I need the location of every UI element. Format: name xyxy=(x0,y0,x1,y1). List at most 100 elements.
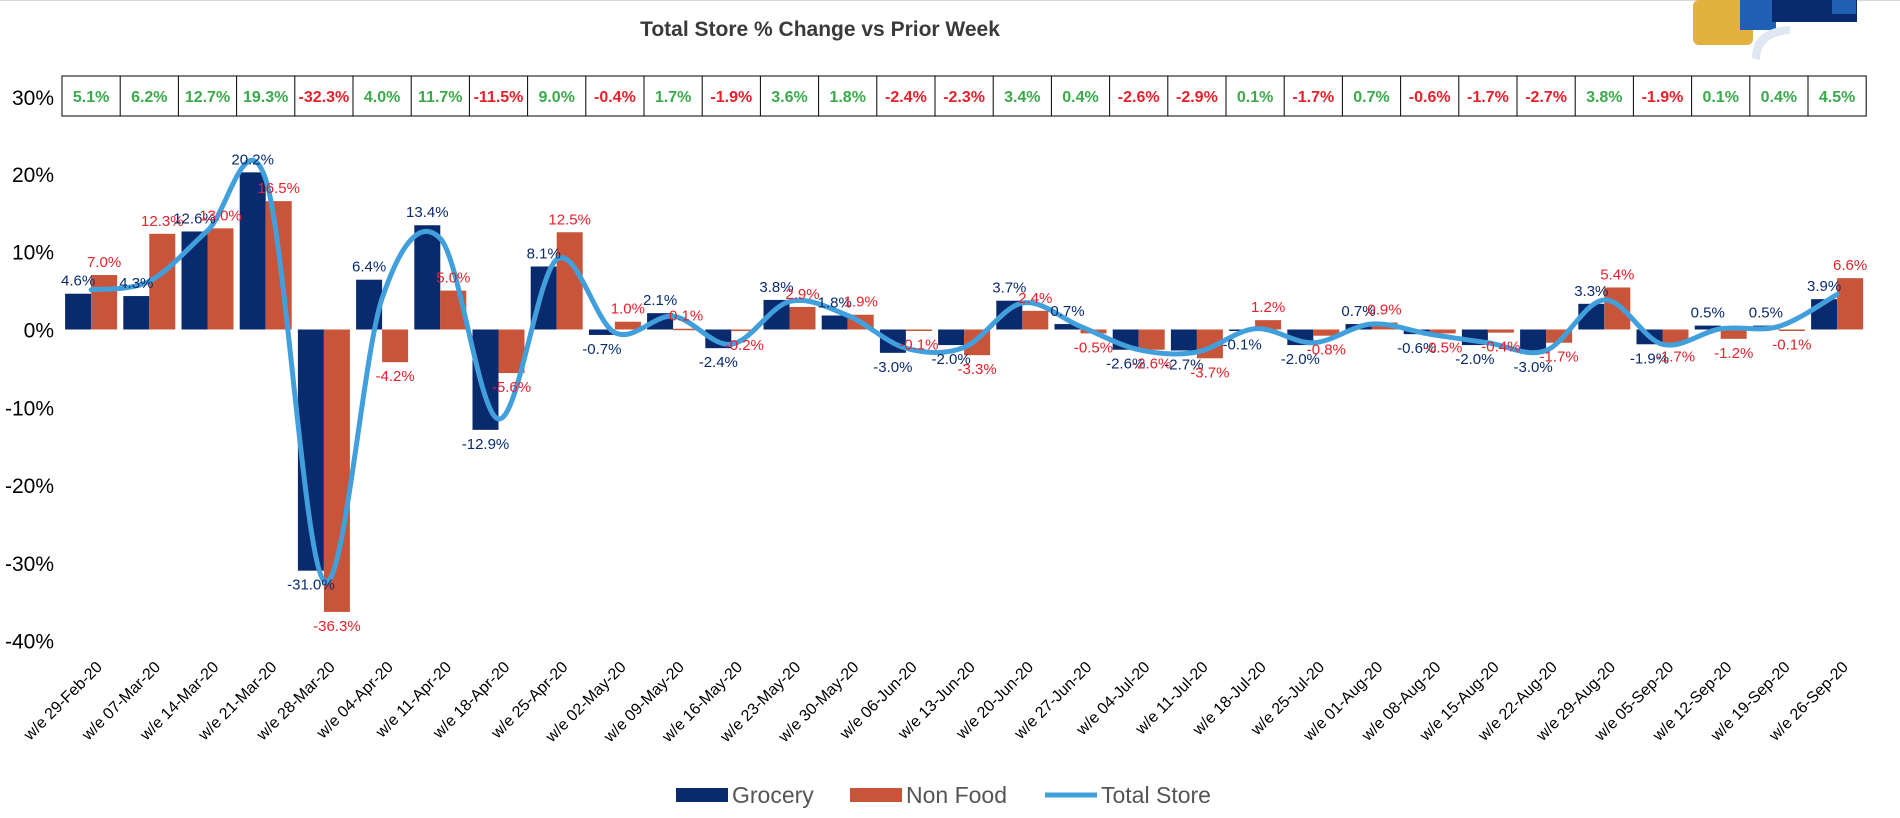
brand-logo xyxy=(1693,0,1857,60)
table-cell: 19.3% xyxy=(243,89,288,106)
chart-title: Total Store % Change vs Prior Week xyxy=(640,18,1000,41)
table-border xyxy=(61,75,1867,117)
table-cell: 0.1% xyxy=(1237,89,1273,106)
non-food-bar xyxy=(1487,329,1514,333)
non-food-data-label: 0.9% xyxy=(1367,301,1401,318)
grocery-data-label: -2.0% xyxy=(932,351,971,368)
non-food-bar xyxy=(1429,329,1456,334)
grocery-data-label: 8.1% xyxy=(527,245,561,262)
grocery-data-label: 4.6% xyxy=(61,273,95,290)
total-store-line-layer xyxy=(88,157,1840,585)
non-food-bar xyxy=(1778,329,1805,331)
table-cell: 4.0% xyxy=(364,89,400,106)
table-cell: -1.7% xyxy=(1292,89,1334,106)
grocery-data-label: 1.8% xyxy=(818,294,852,311)
legend-non-food-label: Non Food xyxy=(906,782,1007,808)
table-cell: -11.5% xyxy=(474,89,524,106)
non-food-bar xyxy=(1255,320,1282,330)
table-cell: -0.4% xyxy=(594,89,636,106)
bars xyxy=(65,172,1864,612)
grocery-bar xyxy=(938,329,965,346)
non-food-data-label: 2.9% xyxy=(785,286,819,303)
grocery-data-label: 3.3% xyxy=(1574,283,1608,300)
non-food-data-label: -1.7% xyxy=(1656,349,1695,366)
non-food-bar xyxy=(382,329,409,363)
non-food-bar xyxy=(1138,329,1165,350)
grocery-data-label: -3.0% xyxy=(1514,359,1553,376)
grocery-bar xyxy=(65,293,92,330)
logo-block-light xyxy=(1832,0,1856,14)
grocery-data-label: 0.7% xyxy=(1050,303,1084,320)
legend: Grocery Non Food Total Store xyxy=(676,782,1211,808)
grocery-data-label: 3.8% xyxy=(759,279,793,296)
non-food-data-label: -0.5% xyxy=(1423,339,1462,356)
grocery-data-label: 0.7% xyxy=(1341,303,1375,320)
grocery-data-label: -0.1% xyxy=(1223,336,1262,353)
grocery-data-label: 0.5% xyxy=(1691,305,1725,322)
table-cell: 11.7% xyxy=(418,89,462,106)
y-tick-label: -20% xyxy=(5,475,54,498)
table-cell: 1.8% xyxy=(829,89,865,106)
non-food-bar xyxy=(1313,329,1340,336)
legend-grocery-swatch xyxy=(676,788,728,802)
table-cell: 1.7% xyxy=(655,89,691,106)
non-food-data-label: -0.1% xyxy=(1772,336,1811,353)
non-food-data-label: 1.2% xyxy=(1251,299,1285,316)
data-labels: 4.6% 7.0% 4.3% 12.3%12.6%13.0% 20.2% 16.5% -31… xyxy=(61,151,1867,635)
logo-block-gold xyxy=(1693,0,1753,45)
y-tick-label: -10% xyxy=(5,397,54,420)
grocery-data-label: -0.7% xyxy=(582,341,621,358)
legend-non-food-swatch xyxy=(850,788,902,802)
grocery-data-label: -2.0% xyxy=(1455,351,1494,368)
grocery-data-label: 13.4% xyxy=(406,204,449,221)
grocery-data-label: -31.0% xyxy=(287,577,335,594)
non-food-data-label: -4.2% xyxy=(376,368,415,385)
non-food-bar xyxy=(207,228,234,330)
non-food-data-label: -0.4% xyxy=(1481,339,1520,356)
non-food-bar xyxy=(673,328,700,331)
table-cell: 12.7% xyxy=(185,89,230,106)
grocery-data-label: 2.1% xyxy=(643,292,677,309)
grocery-data-label: -2.6% xyxy=(1106,356,1145,373)
non-food-bar xyxy=(789,306,816,330)
grocery-bar xyxy=(821,315,848,330)
non-food-bar xyxy=(1720,329,1747,339)
grocery-data-label: -1.9% xyxy=(1630,350,1669,367)
non-food-data-label: 16.5% xyxy=(257,180,300,197)
grocery-data-label: 4.3% xyxy=(119,275,153,292)
grocery-bar xyxy=(181,231,208,330)
non-food-bar xyxy=(1604,287,1631,330)
grocery-bar xyxy=(414,225,441,330)
table-cell: 3.8% xyxy=(1586,89,1622,106)
non-food-bar xyxy=(905,329,932,331)
non-food-bar xyxy=(91,275,118,330)
grocery-data-label: 3.7% xyxy=(992,280,1026,297)
non-food-bar xyxy=(556,232,583,330)
non-food-data-label: 5.4% xyxy=(1600,266,1634,283)
y-tick-label: 10% xyxy=(12,242,54,265)
grocery-data-label: 20.2% xyxy=(231,151,274,168)
non-food-data-label: 13.0% xyxy=(199,207,242,224)
table-cell: 6.2% xyxy=(131,89,167,106)
non-food-data-label: -2.6% xyxy=(1132,356,1171,373)
non-food-data-label: 5.0% xyxy=(436,270,470,287)
y-tick-label: 0% xyxy=(24,320,54,343)
logo-block-blue xyxy=(1740,0,1776,30)
y-tick-label: -30% xyxy=(5,553,54,576)
non-food-bar xyxy=(614,321,641,330)
non-food-data-label: 1.9% xyxy=(844,294,878,311)
grocery-data-label: -2.7% xyxy=(1164,357,1203,374)
y-tick-label: 20% xyxy=(12,164,54,187)
total-store-line xyxy=(88,157,1840,585)
table-cell: 4.5% xyxy=(1819,89,1855,106)
non-food-bar xyxy=(1837,278,1864,330)
grocery-bar xyxy=(588,329,615,335)
table-cell: 0.4% xyxy=(1062,89,1098,106)
non-food-data-label: -1.7% xyxy=(1540,349,1579,366)
table-cell: -2.4% xyxy=(885,89,927,106)
non-food-data-label: -36.3% xyxy=(313,618,361,635)
non-food-data-label: -0.2% xyxy=(725,337,764,354)
grocery-data-label: -12.9% xyxy=(462,436,510,453)
non-food-data-label: -0.8% xyxy=(1307,342,1346,359)
